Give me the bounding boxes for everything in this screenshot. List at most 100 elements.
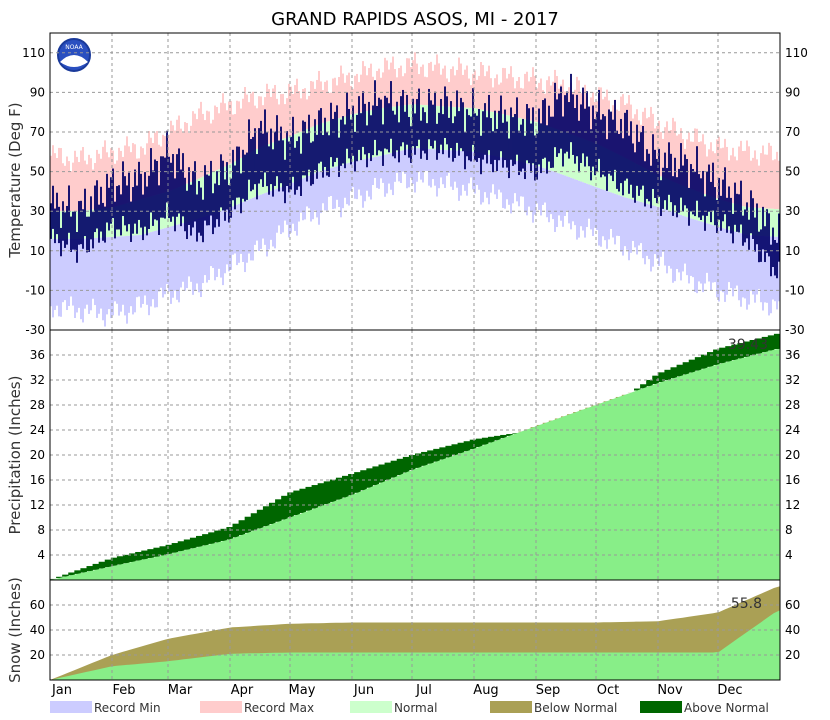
above-normal-precip-segment [269,502,276,525]
legend-swatch [490,701,532,713]
above-normal-precip-segment [123,554,130,564]
y-tick-label-right: 32 [785,373,800,387]
y-tick-label-left: 8 [37,523,45,537]
temperature-axis-label: Temperature (Deg F) [6,102,24,258]
above-normal-precip-segment [670,367,678,379]
y-tick-label-left: 50 [30,165,45,179]
above-normal-precip-segment [402,456,410,473]
above-normal-precip-segment [682,362,690,375]
y-tick-label-right: 28 [785,398,800,412]
above-normal-precip-segment [439,447,446,460]
snow-total-label: 55.8 [731,596,762,612]
y-tick-label-left: 28 [30,398,45,412]
y-tick-label-right: 24 [785,423,800,437]
above-normal-precip-segment [737,343,744,359]
month-label: Dec [717,683,742,698]
above-normal-precip-segment [62,574,69,577]
y-tick-label-left: -10 [25,283,45,297]
above-normal-precip-segment [116,556,124,565]
y-tick-label-left: 4 [37,548,45,562]
month-label: May [289,683,316,698]
above-normal-precip-segment [98,561,106,569]
above-normal-precip-segment [646,379,653,387]
month-label: Jul [415,683,432,698]
y-tick-label-left: 70 [30,125,45,139]
legend-label: Below Normal [534,701,617,715]
above-normal-precip-segment [335,477,343,500]
snow-panel: 20 20 40 40 60 60 55.8 [30,579,800,681]
above-normal-precip-segment [372,466,379,486]
month-label: Aug [473,683,498,698]
y-tick-label-right: 50 [785,165,800,179]
above-normal-precip-segment [488,436,495,443]
y-tick-label-right: 110 [785,46,808,60]
y-tick-label-right: 40 [785,623,800,637]
above-normal-precip-segment [250,513,258,531]
legend: Record Min Record Max Normal Below Normal Ab… [50,701,769,715]
legend-swatch [350,701,392,713]
above-normal-precip-segment [342,475,349,498]
above-normal-precip-segment [457,442,465,454]
precipitation-total-label: 39.43 [728,337,768,353]
above-normal-precip-segment [220,528,227,541]
normal-precip-area [50,348,780,580]
y-tick-label-left: 90 [30,85,45,99]
above-normal-precip-segment [415,453,422,468]
above-normal-precip-segment [135,551,142,561]
above-normal-precip-segment [110,557,118,566]
y-tick-label-right: 70 [785,125,800,139]
above-normal-precip-segment [761,336,769,353]
above-normal-precip-segment [463,441,471,452]
above-normal-precip-segment [390,460,398,478]
above-normal-precip-segment [92,563,100,570]
legend-label: Record Max [244,701,314,715]
above-normal-precip-segment [171,543,179,553]
y-tick-label-left: 20 [30,648,45,662]
above-normal-precip-segment [512,433,519,434]
snow-axis-label: Snow (Inches) [6,577,24,683]
above-normal-precip-segment [634,388,641,391]
above-normal-precip-segment [445,445,452,458]
above-normal-precip-segment [506,434,513,436]
y-tick-label-left: 32 [30,373,45,387]
above-normal-precip-segment [299,488,306,513]
above-normal-precip-segment [475,438,483,447]
above-normal-precip-segment [481,437,489,445]
y-tick-label-right: 30 [785,204,800,218]
above-normal-precip-segment [281,495,288,520]
chart-title: GRAND RAPIDS ASOS, MI - 2017 [271,9,559,30]
above-normal-precip-segment [165,544,173,555]
above-normal-precip-segment [767,335,775,351]
month-label: Apr [231,683,254,698]
above-normal-precip-segment [713,349,720,365]
above-normal-precip-segment [244,516,252,533]
y-tick-label-left: 40 [30,623,45,637]
above-normal-precip-segment [755,338,763,354]
above-normal-precip-segment [293,490,300,516]
month-label: Nov [657,683,683,698]
month-axis: Jan Feb Mar Apr May Jun Jul Aug Sep Oct Nov Dec [51,683,743,698]
month-label: Sep [536,683,561,698]
y-tick-label-right: 8 [785,523,793,537]
temperature-panel: -30 -30 -10 -10 10 10 30 30 50 50 70 70 90 90 110 110 [22,32,808,337]
above-normal-precip-segment [317,483,325,507]
above-normal-precip-segment [652,375,659,385]
above-normal-precip-segment [68,572,75,576]
y-tick-label-left: 110 [22,46,45,60]
noaa-logo-icon: NOAA [55,36,93,74]
precipitation-axis-label: Precipitation (Inches) [6,376,24,535]
month-label: Oct [597,683,619,698]
above-normal-precip-segment [80,568,87,573]
above-normal-precip-segment [494,435,501,441]
above-normal-precip-segment [189,537,197,549]
above-normal-precip-segment [700,354,708,369]
legend-label: Above Normal [684,701,769,715]
above-normal-precip-segment [129,553,136,562]
y-tick-label-right: 36 [785,348,800,362]
above-normal-precip-segment [354,472,361,493]
above-normal-precip-segment [378,464,386,483]
above-normal-precip-segment [731,344,738,361]
y-tick-label-left: 24 [30,423,45,437]
above-normal-precip-segment [56,576,63,578]
above-normal-precip-segment [214,530,221,543]
